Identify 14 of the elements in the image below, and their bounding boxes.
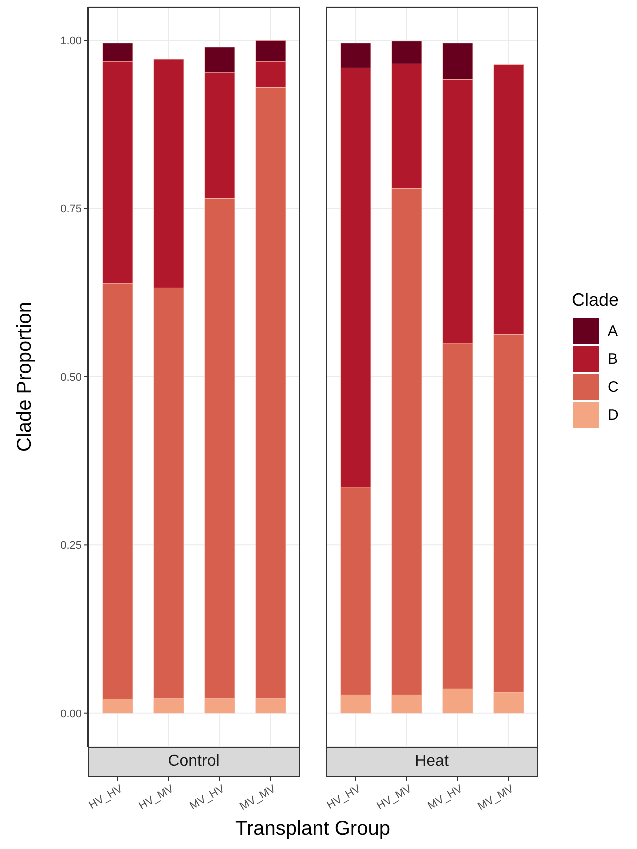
y-tick-label: 0.50 [60, 372, 82, 384]
legend-title: Clade [572, 290, 620, 311]
legend-label: C [608, 378, 619, 396]
text: Control [88, 747, 300, 777]
x-axis-title: Transplant Group [234, 818, 392, 841]
legend-label: B [608, 350, 618, 368]
y-tick-label: 0.25 [60, 540, 82, 552]
legend-label: D [608, 406, 619, 424]
text: Heat [326, 747, 538, 777]
y-axis-title: Clade Proportion [14, 300, 37, 454]
y-tick-label: 1.00 [60, 36, 82, 48]
y-tick-label: 0.00 [60, 708, 82, 720]
legend-label: A [608, 322, 618, 340]
y-tick-label: 0.75 [60, 204, 82, 216]
